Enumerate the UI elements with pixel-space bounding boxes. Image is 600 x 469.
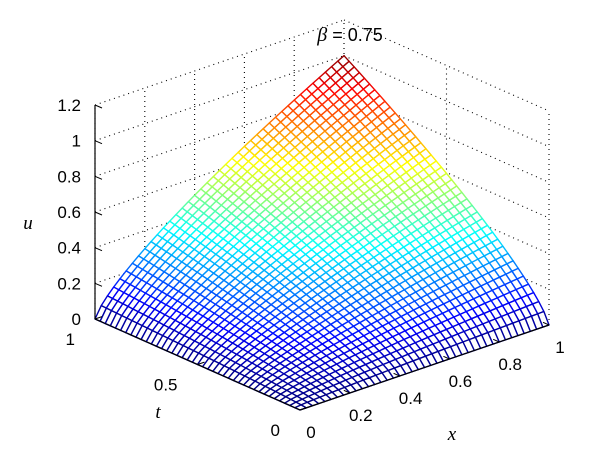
chart-title: β = 0.75 bbox=[316, 24, 383, 46]
z-tick-mark bbox=[94, 247, 103, 252]
x-axis-label: x bbox=[447, 424, 457, 445]
z-tick-mark bbox=[94, 318, 103, 323]
z-tick-label: 0.4 bbox=[57, 239, 81, 258]
z-tick-label: 0 bbox=[72, 310, 81, 329]
chart-title-symbol: β bbox=[316, 24, 327, 46]
x-axis-line bbox=[299, 324, 550, 411]
z-tick-mark bbox=[94, 175, 103, 180]
x-tick-label: 0.4 bbox=[399, 389, 423, 408]
x-tick-mark bbox=[542, 321, 550, 326]
z-axis-label: u bbox=[23, 213, 33, 234]
x-tick-mark bbox=[443, 355, 450, 360]
z-tick-label: 1.2 bbox=[57, 96, 81, 115]
y-axis-label: t bbox=[155, 402, 161, 423]
axes-layer bbox=[94, 104, 550, 411]
z-tick-mark bbox=[94, 104, 103, 109]
chart-title-value: = 0.75 bbox=[327, 25, 383, 45]
x-tick-label: 0.8 bbox=[498, 355, 522, 374]
labels-layer: β = 0.75 u t x 00.20.40.60.8100.5100.20.… bbox=[23, 24, 564, 445]
surface-mesh bbox=[94, 54, 550, 411]
z-tick-label: 1 bbox=[72, 132, 81, 151]
x-tick-label: 0.2 bbox=[349, 406, 373, 425]
z-tick-mark bbox=[94, 211, 103, 216]
x-tick-mark bbox=[293, 406, 301, 411]
z-tick-label: 0.2 bbox=[57, 274, 81, 293]
x-tick-label: 0.6 bbox=[449, 372, 473, 391]
x-tick-mark bbox=[343, 389, 351, 394]
x-tick-label: 0 bbox=[306, 423, 315, 442]
z-tick-mark bbox=[94, 282, 103, 287]
z-tick-mark bbox=[94, 140, 103, 145]
x-tick-label: 1 bbox=[555, 338, 564, 357]
y-tick-mark bbox=[299, 407, 308, 411]
y-tick-label: 0.5 bbox=[154, 376, 178, 395]
x-tick-mark bbox=[393, 372, 400, 377]
y-tick-mark bbox=[94, 316, 103, 320]
y-tick-label: 1 bbox=[66, 330, 75, 349]
x-tick-mark bbox=[492, 338, 500, 343]
z-tick-label: 0.6 bbox=[57, 203, 81, 222]
z-tick-label: 0.8 bbox=[57, 167, 81, 186]
y-tick-label: 0 bbox=[271, 421, 280, 440]
y-tick-mark bbox=[197, 361, 205, 365]
